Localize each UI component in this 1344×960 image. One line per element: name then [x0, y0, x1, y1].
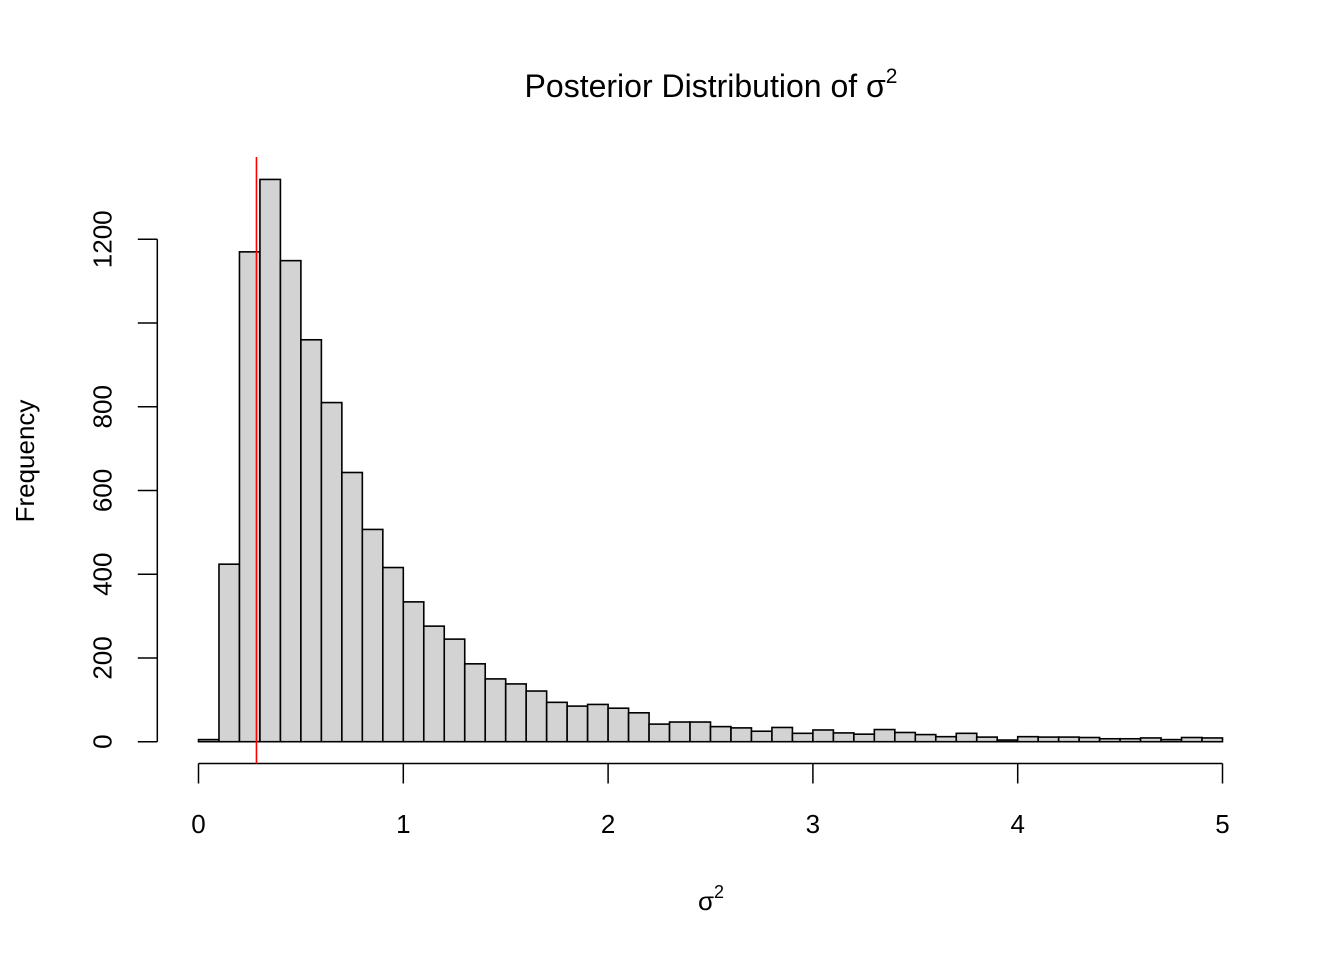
histogram-bar — [279, 259, 302, 743]
y-axis: 0 200 400 600 800 1200 — [87, 210, 159, 749]
histogram-bar — [914, 733, 937, 743]
histogram-bar — [709, 725, 732, 743]
chart-title-main: Posterior Distribution of σ — [525, 68, 886, 104]
histogram-bar — [1037, 736, 1060, 743]
x-tick-label: 0 — [191, 809, 205, 839]
y-tick-label: 200 — [87, 636, 117, 679]
histogram-bar — [545, 701, 568, 743]
histogram-bar — [341, 471, 364, 743]
histogram-bar — [586, 703, 609, 743]
histogram-bar — [832, 732, 855, 743]
histogram-bar — [730, 727, 753, 743]
x-tick-label: 4 — [1010, 809, 1024, 839]
chart-title: Posterior Distribution of σ2 — [525, 65, 898, 104]
histogram-bar — [382, 566, 405, 743]
histogram-bar — [361, 528, 384, 743]
histogram-bar — [934, 735, 958, 743]
y-tick-label: 1200 — [87, 210, 117, 268]
histogram-bar — [1016, 735, 1039, 743]
x-tick-label: 3 — [806, 809, 820, 839]
y-axis-title: Frequency — [10, 400, 40, 523]
histogram-bar — [648, 723, 671, 743]
y-tick-label: 0 — [87, 734, 117, 748]
histogram-bar — [197, 738, 220, 743]
histogram-bar — [484, 678, 507, 743]
histogram-bar — [463, 663, 487, 743]
y-tick-label: 400 — [87, 553, 117, 596]
histogram-bar — [750, 730, 773, 743]
histogram-bar — [422, 625, 446, 743]
histogram-bar — [894, 731, 917, 743]
histogram-bar — [975, 736, 999, 743]
histogram-bar — [443, 638, 466, 743]
histogram-bar — [300, 338, 323, 743]
histogram-bar — [955, 732, 978, 743]
histogram-bar — [402, 601, 425, 743]
x-tick-label: 2 — [601, 809, 615, 839]
x-axis-title: σ2 — [698, 882, 724, 916]
histogram-bar — [1057, 736, 1080, 743]
histogram-bar — [996, 739, 1019, 743]
y-tick-label: 800 — [87, 385, 117, 428]
histogram-bar — [1078, 736, 1101, 743]
histogram-bar — [566, 705, 589, 743]
histogram-bar — [812, 729, 835, 743]
histogram-bar — [607, 707, 630, 743]
histogram-bar — [1119, 737, 1142, 743]
histogram-bar — [218, 563, 241, 743]
histogram-bar — [1201, 737, 1224, 743]
histogram-bar — [320, 401, 343, 743]
histogram-bar — [1160, 738, 1183, 743]
histogram-bar — [525, 690, 548, 743]
histogram-bar — [853, 733, 876, 743]
x-tick-label: 5 — [1215, 809, 1229, 839]
histogram-bars — [197, 178, 1224, 743]
x-axis-title-main: σ — [698, 886, 714, 916]
x-axis-title-superscript: 2 — [714, 882, 724, 902]
histogram-bar — [1098, 737, 1121, 743]
histogram-bar — [504, 683, 527, 743]
chart-title-superscript: 2 — [886, 65, 898, 88]
x-tick-label: 1 — [396, 809, 410, 839]
histogram-bar — [1139, 737, 1162, 743]
histogram-bar — [1180, 736, 1203, 743]
histogram-bar — [689, 721, 712, 743]
y-tick-label: 600 — [87, 469, 117, 512]
histogram-bar — [259, 178, 282, 743]
histogram-bar — [873, 728, 896, 743]
histogram-bar — [627, 712, 650, 743]
histogram-bar — [791, 732, 814, 743]
histogram-bar — [771, 726, 794, 743]
x-axis: 0 1 2 3 4 5 — [191, 762, 1230, 839]
histogram-bar — [668, 721, 691, 743]
